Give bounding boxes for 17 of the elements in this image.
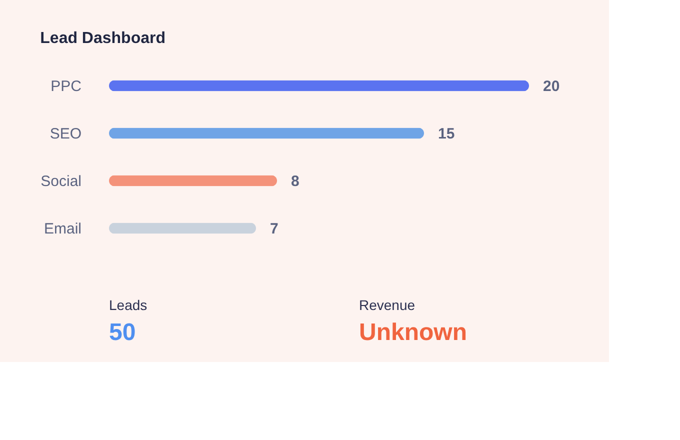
y-tick-label: Social bbox=[40, 172, 82, 190]
chart-title: Lead Dashboard bbox=[40, 30, 166, 47]
bar bbox=[109, 128, 424, 139]
text: Revenue bbox=[359, 297, 416, 313]
text: Leads bbox=[109, 297, 148, 313]
bar bbox=[109, 80, 529, 92]
text: 50 bbox=[109, 319, 136, 346]
bar bbox=[109, 175, 277, 186]
data-label: 15 bbox=[438, 125, 455, 142]
data-label: 7 bbox=[270, 220, 278, 238]
bar bbox=[109, 222, 256, 234]
y-tick-label: Email bbox=[44, 220, 82, 238]
y-tick-label: SEO bbox=[50, 125, 82, 142]
y-tick-label: PPC bbox=[50, 78, 82, 95]
data-label: 8 bbox=[291, 172, 300, 190]
data-label: 20 bbox=[543, 78, 560, 95]
text: Unknown bbox=[359, 319, 467, 346]
